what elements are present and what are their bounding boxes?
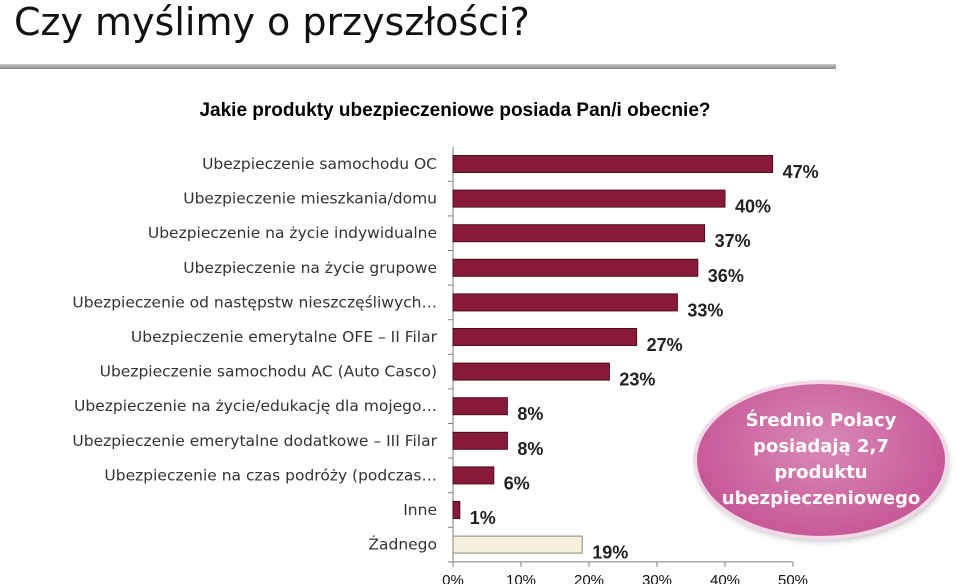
category-label: Ubezpieczenie na życie indywidualne <box>148 224 437 242</box>
category-label: Ubezpieczenie na czas podróży (podczas… <box>104 466 437 484</box>
title-divider <box>0 64 836 69</box>
bar <box>452 328 638 346</box>
bar <box>452 362 610 381</box>
bar <box>452 431 508 450</box>
x-tick-label: 10% <box>506 572 536 584</box>
data-label: 8% <box>517 439 543 459</box>
bar <box>452 224 706 243</box>
chart-question: Jakie produkty ubezpieczeniowe posiada P… <box>199 100 711 121</box>
data-label: 19% <box>592 543 628 563</box>
category-label: Ubezpieczenie emerytalne dodatkowe – III… <box>72 432 437 450</box>
bar <box>452 189 726 208</box>
x-tick-label: 40% <box>710 572 740 584</box>
data-label: 36% <box>708 266 744 286</box>
category-label: Ubezpieczenie od następstw nieszczęśliwy… <box>72 293 437 311</box>
data-label: 1% <box>470 508 496 528</box>
bar <box>452 258 699 277</box>
x-tick-label: 50% <box>778 572 808 584</box>
data-label: 47% <box>783 162 819 182</box>
summary-callout-text: Średnio Polacy posiadają 2,7 produktu ub… <box>721 410 921 509</box>
bar <box>452 293 678 312</box>
data-label: 33% <box>687 300 723 320</box>
data-label: 27% <box>647 335 683 355</box>
data-label: 6% <box>504 473 530 493</box>
bar <box>452 397 508 416</box>
category-label: Inne <box>403 501 437 519</box>
category-label: Ubezpieczenie na życie/edukację dla moje… <box>74 397 437 415</box>
summary-callout: Średnio Polacy posiadają 2,7 produktu ub… <box>697 384 945 536</box>
category-label: Ubezpieczenie emerytalne OFE – II Filar <box>131 328 438 346</box>
bar <box>452 155 774 173</box>
category-label: Ubezpieczenie mieszkania/domu <box>183 190 437 208</box>
bar <box>452 535 583 554</box>
category-label: Ubezpieczenie samochodu AC (Auto Casco) <box>100 363 437 381</box>
page-title: Czy myślimy o przyszłości? <box>14 0 530 44</box>
category-label: Żadnego <box>368 535 437 554</box>
data-label: 8% <box>517 404 543 424</box>
x-tick-label: 0% <box>442 572 464 584</box>
bar <box>452 501 461 519</box>
data-label: 37% <box>715 231 751 251</box>
bar <box>452 466 495 485</box>
data-label: 40% <box>735 197 771 217</box>
x-tick-label: 20% <box>574 572 604 584</box>
category-label: Ubezpieczenie na życie grupowe <box>183 259 437 277</box>
category-label: Ubezpieczenie samochodu OC <box>202 155 437 173</box>
x-tick-label: 30% <box>642 572 672 584</box>
data-label: 23% <box>619 370 655 390</box>
